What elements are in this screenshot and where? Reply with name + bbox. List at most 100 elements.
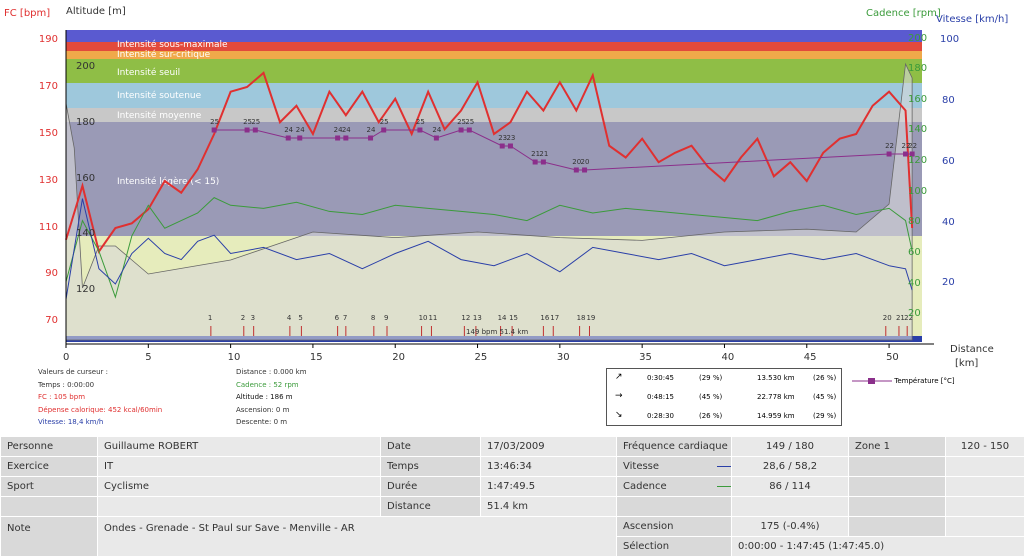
note-value[interactable]: Ondes - Grenade - St Paul sur Save - Men… [97,516,617,556]
temperature-point [458,127,464,133]
summary-pct-time: (45 %) [699,393,723,401]
exercise-value[interactable]: IT [97,456,381,477]
center-note: 149 bpm 51.4 km [466,328,528,336]
temperature-point [244,127,250,133]
zone-band [66,108,922,122]
lap-marker-label: 10 [419,314,428,322]
summary-time: 0:30:45 [647,374,674,382]
cadence-tick: 20 [908,308,921,319]
distance-label: Distance [380,496,481,517]
x-tick-label: 30 [557,352,570,363]
exercise-label: Exercice [0,456,98,477]
lap-marker-label: 14 [498,314,507,322]
downhill-arrow-icon: ↘ [615,410,623,420]
empty-cell [616,496,732,517]
empty-cell [848,516,946,537]
zone-label: Intensité légère (< 15) [117,176,219,187]
temperature-point [343,135,349,141]
speed-swatch [717,465,731,467]
fc-tick: 90 [45,268,58,279]
series-line-cadence [65,197,913,299]
temperature-point [285,135,291,141]
summary-distance: 13.530 km [757,374,795,382]
altitude-area [65,62,913,341]
duration-value[interactable]: 1:47:49.5 [480,476,617,497]
lap-marker-label: 19 [586,314,595,322]
speed-tick: 60 [942,156,955,167]
selection-value[interactable]: 0:00:00 - 1:47:45 (1:47:45.0) [731,536,1024,556]
person-value[interactable]: Guillaume ROBERT [97,436,381,457]
temperature-point [466,127,472,133]
temperature-data-label: 24 [342,126,351,134]
ascent-label: Ascension [616,516,732,537]
temperature-point [211,127,217,133]
altitude-tick: 140 [76,228,96,239]
lap-marker-label: 7 [343,314,347,322]
info-row: Personne Guillaume ROBERT Date 17/03/200… [0,436,1024,457]
altitude-tick: 180 [76,117,96,128]
altitude-axis-label: Altitude [m] [66,6,126,17]
cadence-tick: 40 [908,278,921,289]
empty-cell [848,496,946,517]
empty-cell [0,496,98,517]
temperature-data-label: 25 [251,118,260,126]
cadence-tick: 60 [908,247,921,258]
temperature-point [433,135,439,141]
empty-cell [731,496,849,517]
temperature-data-label: 25 [210,118,219,126]
time-value[interactable]: 13:46:34 [480,456,617,477]
zone-band [66,59,922,83]
cursor-descent: Descente: 0 m [236,418,288,426]
zone-label: Intensité sous-maximale [117,39,228,50]
cursor-calories: Dépense calorique: 452 kcal/60min [38,405,163,414]
summary-distance: 22.778 km [757,393,795,401]
speed-axis-label: Vitesse [km/h] [936,14,1009,25]
lap-marker-label: 17 [550,314,559,322]
x-tick-label: 0 [63,352,69,363]
empty-cell [945,456,1024,477]
temperature-point [909,151,915,157]
temperature-data-label: 23 [498,134,507,142]
temperature-data-label: 24 [367,126,376,134]
temperature-data-label: 25 [465,118,474,126]
empty-cell [945,496,1024,517]
temperature-data-label: 25 [380,118,389,126]
temperature-point [903,151,909,157]
temperature-point [335,135,341,141]
sport-label: Sport [0,476,98,497]
cadence-tick: 80 [908,216,921,227]
temperature-data-label: 24 [284,126,293,134]
zone-label: Zone 1 [848,436,946,457]
cursor-distance: Distance : 0.000 km [236,368,307,376]
cadence-tick: 120 [908,155,928,166]
summary-pct-distance: (26 %) [813,374,837,382]
slope-summary-box: ↗ 0:30:45 (29 %) 13.530 km (26 %) → 0:48… [606,368,842,426]
speed-label: Vitesse [616,456,732,477]
temperature-data-label: 22 [885,142,894,150]
lap-marker-label: 9 [384,314,388,322]
x-tick-label: 25 [475,352,488,363]
distance-value[interactable]: 51.4 km [480,496,617,517]
summary-pct-time: (29 %) [699,374,723,382]
temperature-data-label: 24 [334,126,343,134]
fc-tick: 150 [38,128,58,139]
x-tick-label: 5 [145,352,151,363]
sport-value[interactable]: Cyclisme [97,476,381,497]
empty-cell [945,476,1024,497]
temperature-data-label: 21 [531,150,540,158]
x-tick-label: 35 [639,352,652,363]
date-value[interactable]: 17/03/2009 [480,436,617,457]
temperature-data-label: 22 [902,142,911,150]
heart-rate-label-text: Fréquence cardiaque [623,441,728,452]
summary-pct-distance: (45 %) [813,393,837,401]
zone-value: 120 - 150 [945,436,1024,457]
speed-tick: 80 [942,95,955,106]
speed-value: 28,6 / 58,2 [731,456,849,477]
heart-rate-value: 149 / 180 [731,436,849,457]
selection-label: Sélection [616,536,732,556]
zone-band [66,30,922,42]
temperature-point [381,127,387,133]
cursor-cadence: Cadence : 52 rpm [236,380,299,389]
temperature-data-label: 22 [908,142,917,150]
